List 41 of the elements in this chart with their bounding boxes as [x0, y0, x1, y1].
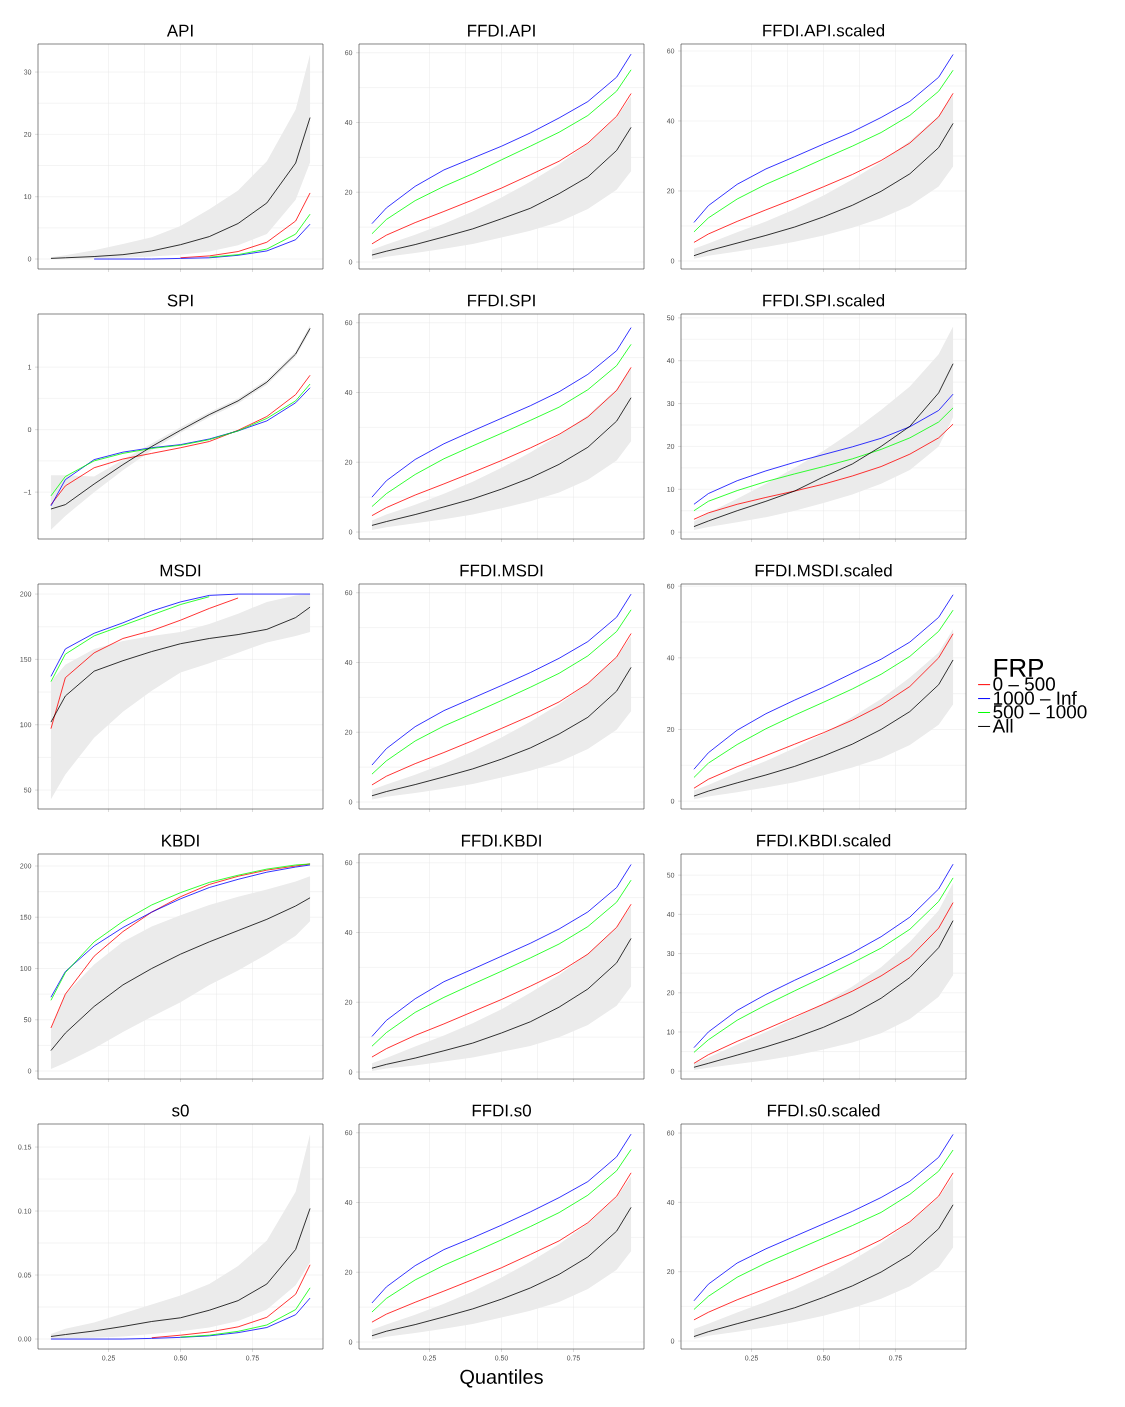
- chart-title: FFDI.SPI.scaled: [763, 294, 885, 307]
- chart-title: SPI: [167, 294, 193, 307]
- line-series: [371, 126, 632, 256]
- line-series: [693, 407, 954, 512]
- line-series: [693, 1204, 954, 1337]
- chart-title: MSDI: [160, 564, 201, 577]
- chart-title: FFDI.API: [468, 24, 535, 37]
- legend-title: FRP: [994, 658, 1044, 677]
- line-series: [50, 606, 311, 723]
- x-axis-title: Quantiles: [460, 1369, 543, 1388]
- line-series: [208, 213, 311, 258]
- chart-title: s0: [172, 1104, 189, 1117]
- line-series: [180, 1287, 311, 1338]
- line-series: [151, 1264, 311, 1339]
- line-series: [50, 117, 311, 259]
- line-series: [371, 666, 632, 797]
- chart-title: API: [166, 24, 193, 37]
- chart-title: FFDI.s0: [472, 1104, 531, 1117]
- line-series: [371, 1206, 632, 1337]
- line-series: [50, 596, 210, 683]
- chart-title: FFDI.MSDI: [460, 564, 543, 577]
- line-series: [50, 597, 239, 730]
- line-series: [180, 192, 311, 259]
- line-series: [371, 397, 632, 526]
- line-series: [693, 363, 954, 527]
- line-series: [693, 659, 954, 797]
- line-series: [50, 1208, 311, 1337]
- line-series: [693, 423, 954, 520]
- line-series: [371, 938, 632, 1069]
- chart-title: FFDI.API.scaled: [763, 24, 885, 37]
- legend-label: 1000 – Inf: [994, 690, 1077, 705]
- legend-label: All: [992, 718, 1013, 733]
- chart-title: FFDI.s0.scaled: [767, 1104, 880, 1117]
- chart-title: FFDI.SPI: [468, 294, 535, 307]
- legend-label: 500 – 1000: [993, 705, 1087, 719]
- chart-title: FFDI.KBDI.scaled: [757, 834, 891, 847]
- line-series: [50, 897, 311, 1051]
- legend-label: 0 – 500: [993, 677, 1055, 691]
- chart-title: FFDI.KBDI: [461, 834, 541, 847]
- chart-title: KBDI: [162, 834, 199, 847]
- chart-title: FFDI.MSDI.scaled: [755, 564, 892, 577]
